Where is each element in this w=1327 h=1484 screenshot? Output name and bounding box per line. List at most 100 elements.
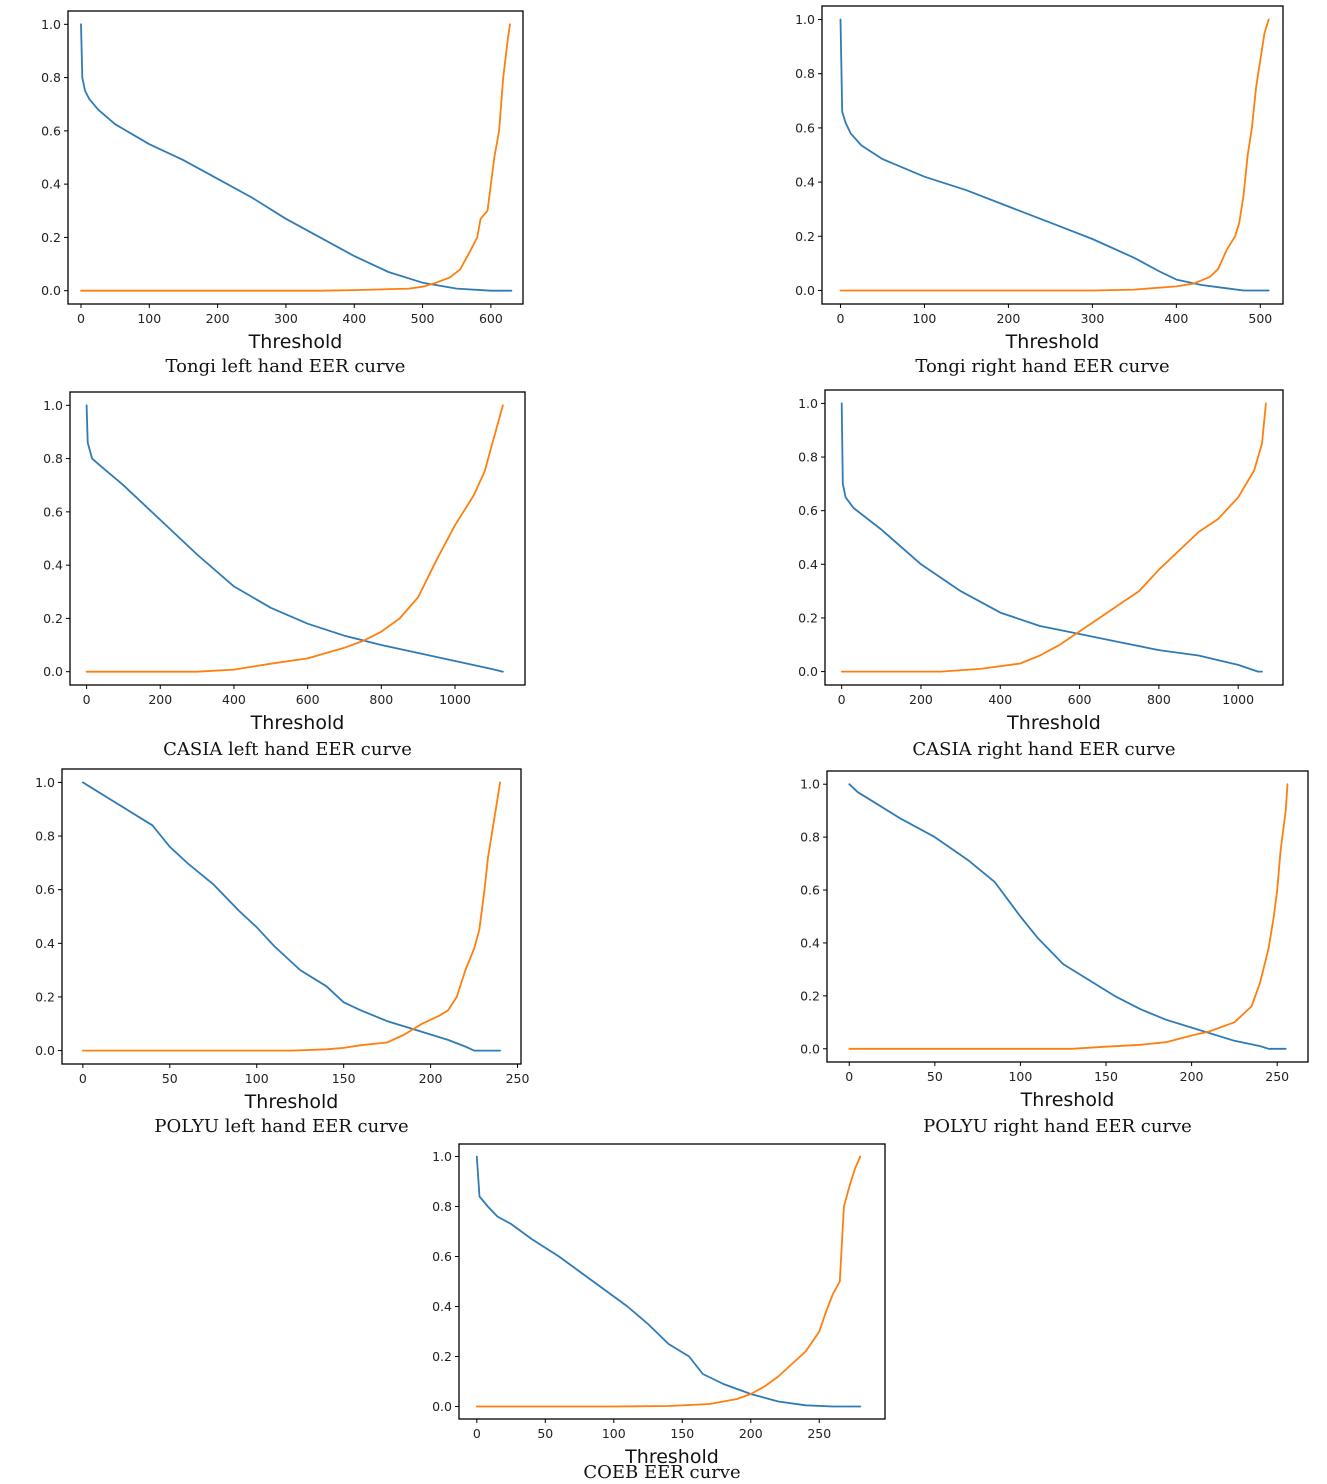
x-tick-label: 600 — [1068, 692, 1092, 707]
y-tick-label: 0.8 — [432, 1199, 452, 1214]
x-tick-label: 200 — [739, 1426, 763, 1441]
x-tick-label: 100 — [137, 311, 161, 326]
x-tick-label: 100 — [1008, 1069, 1032, 1084]
y-tick-label: 0.0 — [800, 1041, 820, 1056]
y-tick-label: 0.0 — [795, 283, 815, 298]
chart-caption: POLYU left hand EER curve — [154, 1116, 408, 1137]
y-tick-label: 0.8 — [798, 450, 818, 465]
x-tick-label: 150 — [670, 1426, 694, 1441]
chart-polyu-left: 0 50 100 150 200 250 0.0 0.2 0.4 0.6 0.8 1.0 Thresho… — [35, 768, 529, 1137]
series-line-far — [80, 23, 513, 292]
series-line-frr — [80, 23, 511, 292]
y-tick-label: 1.0 — [41, 17, 61, 32]
x-tick-label: 200 — [909, 692, 933, 707]
x-tick-label: 300 — [274, 311, 298, 326]
x-tick-label: 400 — [988, 692, 1012, 707]
chart-caption: COEB EER curve — [583, 1462, 740, 1483]
x-tick-label: 400 — [222, 692, 246, 707]
x-tick-label: 0 — [473, 1426, 481, 1441]
y-tick-label: 0.0 — [43, 664, 63, 679]
series-line-far — [82, 781, 502, 1052]
y-tick-label: 0.6 — [795, 120, 815, 135]
plot-frame — [826, 770, 1309, 1063]
x-axis-label: Threshold — [250, 712, 345, 734]
plot-frame — [61, 768, 522, 1065]
y-tick-label: 0.2 — [798, 610, 818, 625]
x-tick-label: 100 — [245, 1071, 269, 1086]
y-tick-label: 0.6 — [43, 504, 63, 519]
series-line-far — [848, 783, 1287, 1050]
plot-frame — [824, 389, 1284, 686]
y-tick-label: 0.8 — [795, 66, 815, 81]
x-tick-label: 500 — [1248, 311, 1272, 326]
series-line-frr — [840, 402, 1267, 673]
y-tick-label: 0.8 — [41, 70, 61, 85]
y-tick-label: 0.4 — [432, 1299, 452, 1314]
x-tick-label: 250 — [1265, 1069, 1289, 1084]
plot-frame — [821, 5, 1284, 305]
chart-caption: CASIA right hand EER curve — [912, 739, 1175, 760]
x-tick-label: 250 — [807, 1426, 831, 1441]
x-axis-label: Threshold — [1020, 1089, 1115, 1111]
x-axis-label: Threshold — [624, 1446, 719, 1468]
chart-caption: Tongi left hand EER curve — [166, 356, 406, 377]
y-tick-label: 0.2 — [432, 1349, 452, 1364]
y-tick-label: 1.0 — [800, 777, 820, 792]
x-axis-label: Threshold — [244, 1091, 339, 1113]
x-tick-label: 200 — [419, 1071, 443, 1086]
x-tick-label: 600 — [296, 692, 320, 707]
x-tick-label: 1000 — [439, 692, 471, 707]
series-line-frr — [82, 781, 502, 1052]
series-line-far — [840, 402, 1263, 673]
x-tick-label: 400 — [1164, 311, 1188, 326]
chart-tongi-right: 0 100 200 300 400 500 0.0 0.2 0.4 0.6 0.8 1.0 Thresh… — [795, 5, 1284, 377]
y-tick-label: 0.8 — [43, 451, 63, 466]
y-tick-label: 0.0 — [35, 1043, 55, 1058]
chart-caption: CASIA left hand EER curve — [163, 739, 412, 760]
chart-tongi-left: 0 100 200 300 400 500 600 0.0 0.2 0.4 0.6 0.8 1.0 Thr… — [41, 10, 524, 377]
y-tick-label: 0.6 — [432, 1249, 452, 1264]
x-axis-label: Threshold — [1006, 712, 1101, 734]
chart-caption: Tongi right hand EER curve — [915, 356, 1169, 377]
y-tick-label: 1.0 — [35, 775, 55, 790]
plot-frame — [458, 1143, 886, 1420]
y-tick-label: 0.4 — [800, 935, 820, 950]
plot-frame — [67, 10, 524, 305]
chart-coeb: 0 50 100 150 200 250 0.0 0.2 0.4 0.6 0.8 1.0 Thresho… — [432, 1143, 886, 1483]
series-line-frr — [839, 18, 1270, 292]
x-tick-label: 100 — [602, 1426, 626, 1441]
x-tick-label: 800 — [1147, 692, 1171, 707]
x-tick-label: 50 — [927, 1069, 943, 1084]
x-tick-label: 50 — [162, 1071, 178, 1086]
y-tick-label: 0.2 — [43, 611, 63, 626]
x-tick-label: 150 — [1094, 1069, 1118, 1084]
y-tick-label: 0.4 — [43, 558, 63, 573]
y-tick-label: 0.6 — [800, 883, 820, 898]
series-line-frr — [475, 1155, 862, 1408]
y-tick-label: 0.6 — [798, 503, 818, 518]
x-tick-label: 0 — [836, 311, 844, 326]
series-line-far — [839, 18, 1270, 292]
y-tick-label: 0.4 — [795, 175, 815, 190]
y-tick-label: 0.2 — [800, 988, 820, 1003]
y-tick-label: 1.0 — [798, 396, 818, 411]
y-tick-label: 0.6 — [41, 123, 61, 138]
x-tick-label: 400 — [342, 311, 366, 326]
y-tick-label: 0.8 — [35, 829, 55, 844]
x-tick-label: 200 — [148, 692, 172, 707]
x-tick-label: 0 — [79, 1071, 87, 1086]
x-tick-label: 0 — [838, 692, 846, 707]
series-line-far — [475, 1155, 862, 1408]
x-tick-label: 0 — [77, 311, 85, 326]
x-tick-label: 1000 — [1222, 692, 1254, 707]
x-axis-label: Threshold — [248, 331, 343, 353]
series-line-frr — [85, 404, 504, 673]
x-tick-label: 0 — [83, 692, 91, 707]
x-tick-label: 800 — [369, 692, 393, 707]
y-tick-label: 0.4 — [35, 936, 55, 951]
x-tick-label: 50 — [537, 1426, 553, 1441]
series-line-far — [85, 404, 504, 673]
y-tick-label: 0.2 — [795, 229, 815, 244]
series-line-frr — [848, 783, 1289, 1050]
